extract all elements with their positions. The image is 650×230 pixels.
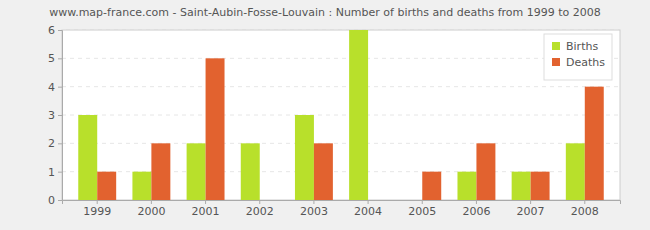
x-axis-line bbox=[63, 201, 621, 205]
legend-swatch bbox=[552, 42, 560, 50]
bar bbox=[585, 87, 604, 200]
tick-mark bbox=[476, 200, 477, 204]
tick-label: 5 bbox=[48, 52, 55, 65]
tick-label: 2005 bbox=[408, 205, 436, 218]
bar bbox=[206, 58, 225, 200]
tick-mark bbox=[58, 200, 62, 201]
tick-mark bbox=[151, 200, 152, 204]
y-axis: 0 1 2 3 4 5 6 bbox=[48, 24, 63, 207]
bar bbox=[512, 172, 531, 200]
tick-label: 2 bbox=[48, 137, 55, 150]
bar bbox=[260, 200, 279, 201]
bar bbox=[403, 200, 422, 201]
tick: 2007 bbox=[517, 200, 545, 218]
tick-mark bbox=[313, 200, 314, 204]
bar bbox=[566, 143, 585, 200]
bar bbox=[368, 200, 387, 201]
tick: 2008 bbox=[571, 200, 599, 218]
legend-label: Births bbox=[566, 40, 598, 53]
tick: 4 bbox=[48, 81, 62, 94]
tick: 5 bbox=[48, 52, 62, 65]
tick-mark bbox=[58, 30, 62, 31]
tick-label: 4 bbox=[48, 81, 55, 94]
tick-label: 1 bbox=[48, 166, 55, 179]
tick: 1 bbox=[48, 166, 62, 179]
bars bbox=[78, 30, 603, 200]
bar bbox=[422, 172, 441, 200]
tick: 2000 bbox=[137, 200, 165, 218]
bar bbox=[295, 115, 314, 200]
bar bbox=[151, 143, 170, 200]
tick-mark bbox=[58, 87, 62, 88]
tick-label: 2000 bbox=[137, 205, 165, 218]
bar bbox=[531, 172, 550, 200]
bar bbox=[476, 143, 495, 200]
bar bbox=[314, 143, 333, 200]
tick-mark bbox=[58, 172, 62, 173]
grid-line bbox=[62, 115, 620, 116]
bar bbox=[132, 172, 151, 200]
grid bbox=[62, 30, 620, 200]
tick-mark bbox=[422, 200, 423, 204]
bar bbox=[349, 30, 368, 200]
tick-label: 2008 bbox=[571, 205, 599, 218]
tick: 2001 bbox=[192, 200, 220, 218]
tick-label: 2007 bbox=[517, 205, 545, 218]
tick-mark bbox=[58, 58, 62, 59]
tick-label: 2006 bbox=[462, 205, 490, 218]
legend-box bbox=[544, 34, 612, 80]
tick-label: 1999 bbox=[83, 205, 111, 218]
grid-line bbox=[62, 86, 620, 87]
series bbox=[97, 58, 604, 200]
series bbox=[78, 30, 585, 200]
tick-label: 3 bbox=[48, 109, 55, 122]
tick-label: 2003 bbox=[300, 205, 328, 218]
bar bbox=[97, 172, 116, 200]
tick: 0 bbox=[48, 194, 62, 207]
tick-label: 2004 bbox=[354, 205, 382, 218]
grid-line bbox=[62, 143, 620, 144]
tick-label: 2001 bbox=[192, 205, 220, 218]
tick: 2004 bbox=[354, 200, 382, 218]
legend-label: Deaths bbox=[566, 56, 605, 69]
background bbox=[0, 0, 650, 230]
tick: 3 bbox=[48, 109, 62, 122]
tick: 2005 bbox=[408, 200, 436, 218]
tick-mark bbox=[58, 115, 62, 116]
grid-line bbox=[62, 58, 620, 59]
plot: 0 1 2 3 4 5 6 1999 2000 2001 2002 2003 2004 2005 2006 2… bbox=[48, 24, 621, 218]
bar bbox=[187, 143, 206, 200]
bar bbox=[241, 143, 260, 200]
plot-frame bbox=[62, 30, 620, 200]
tick: 6 bbox=[48, 24, 62, 37]
tick-label: 2002 bbox=[246, 205, 274, 218]
tick-mark bbox=[368, 200, 369, 204]
bar bbox=[78, 115, 97, 200]
tick: 2002 bbox=[246, 200, 274, 218]
title: www.map-france.com - Saint-Aubin-Fosse-L… bbox=[49, 6, 601, 19]
grid-line bbox=[62, 30, 620, 31]
tick-mark bbox=[205, 200, 206, 204]
tick-label: 6 bbox=[48, 24, 55, 37]
tick-mark bbox=[259, 200, 260, 204]
legend: Births Deaths bbox=[544, 34, 612, 80]
legend-swatch bbox=[552, 58, 560, 66]
tick-mark bbox=[584, 200, 585, 204]
tick: 1999 bbox=[83, 200, 111, 218]
tick: 2003 bbox=[300, 200, 328, 218]
tick-mark bbox=[58, 143, 62, 144]
x-axis: 1999 2000 2001 2002 2003 2004 2005 2006 2007 2008 bbox=[63, 200, 621, 218]
tick: 2006 bbox=[462, 200, 490, 218]
tick-mark bbox=[530, 200, 531, 204]
tick-mark bbox=[97, 200, 98, 204]
bar bbox=[457, 172, 476, 200]
tick: 2 bbox=[48, 137, 62, 150]
y-axis-line bbox=[58, 31, 63, 201]
tick-label: 0 bbox=[48, 194, 55, 207]
